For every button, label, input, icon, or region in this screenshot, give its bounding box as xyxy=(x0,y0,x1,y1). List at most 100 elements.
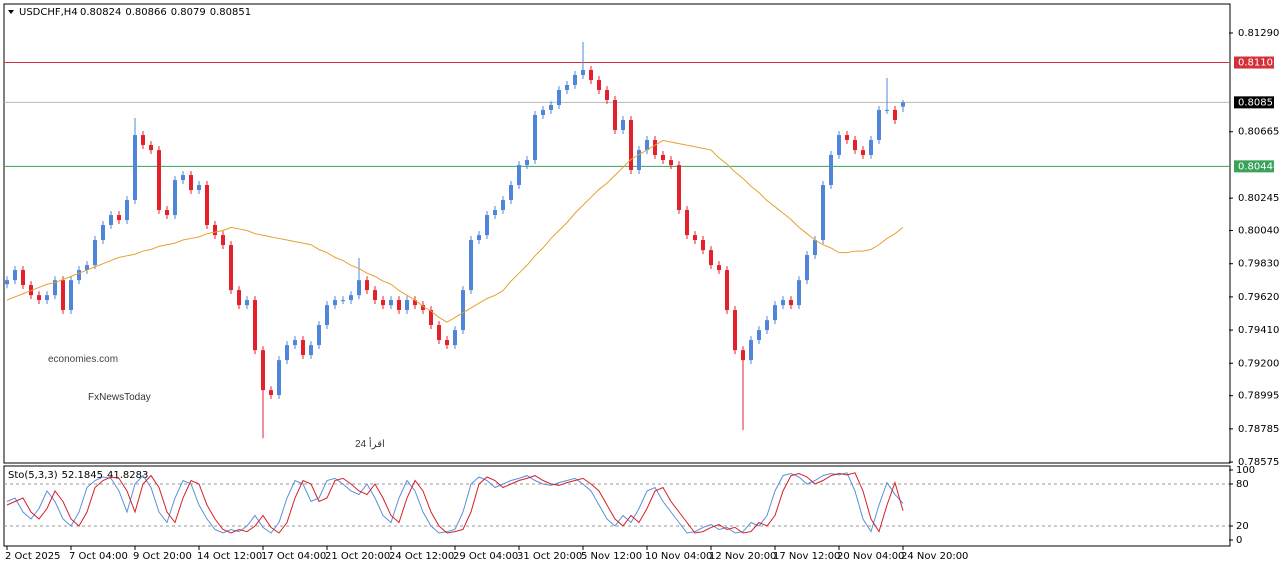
candle-body xyxy=(125,200,129,221)
candle-body xyxy=(317,325,321,346)
candle-body xyxy=(421,305,425,311)
candle-body xyxy=(117,215,121,221)
y-tick-label: 0.80245 xyxy=(1238,193,1279,204)
candle-body xyxy=(213,224,217,236)
watermark-group: economies.com FxNewsToday اقرأ 24 xyxy=(48,354,385,450)
ohlc-value: 0.80866 xyxy=(125,7,166,18)
candle-body xyxy=(829,154,833,186)
candle-body xyxy=(669,160,673,166)
candle-body xyxy=(165,209,169,216)
candle-body xyxy=(693,235,697,241)
ohlc-value: 0.8079 xyxy=(171,7,206,18)
candle-body xyxy=(653,139,657,155)
price-level-label: 0.81103 xyxy=(1238,58,1279,69)
candle-body xyxy=(365,280,369,291)
candle-body xyxy=(397,300,401,311)
price-level-tag xyxy=(1234,96,1274,109)
candle-body xyxy=(525,160,529,166)
oscillator-tick-label: 100 xyxy=(1236,465,1255,476)
candle-body xyxy=(181,175,185,181)
candle-body xyxy=(341,300,345,302)
candle-body xyxy=(629,120,633,170)
candle-body xyxy=(477,235,481,241)
y-tick-label: 0.79620 xyxy=(1238,292,1279,303)
candle-body xyxy=(221,235,225,246)
candle-body xyxy=(613,99,617,131)
candle-body xyxy=(845,135,849,140)
candle-body xyxy=(725,270,729,311)
candle-body xyxy=(189,175,193,191)
candle-body xyxy=(197,185,201,191)
candle-body xyxy=(373,290,377,301)
candle-body xyxy=(573,75,577,85)
candle-body xyxy=(565,84,569,91)
candle-body xyxy=(157,150,161,210)
candle-body xyxy=(837,135,841,155)
y-tick-label: 0.78575 xyxy=(1238,457,1279,468)
candle-body xyxy=(885,109,889,111)
candle-body xyxy=(893,109,897,121)
watermark: FxNewsToday xyxy=(88,392,151,403)
candle-body xyxy=(429,310,433,326)
x-tick-label: 24 Nov 20:00 xyxy=(901,551,968,562)
candle-body xyxy=(813,240,817,256)
y-tick-label: 0.78785 xyxy=(1238,424,1279,435)
candle-body xyxy=(261,350,265,391)
collapse-icon[interactable] xyxy=(8,10,14,14)
candle-body xyxy=(349,295,353,301)
candle-body xyxy=(685,209,689,236)
symbol-title: USDCHF,H4 xyxy=(19,7,78,18)
candle-body xyxy=(589,69,593,81)
candle-body xyxy=(21,270,25,286)
x-tick-label: 17 Oct 04:00 xyxy=(261,551,326,562)
candle-body xyxy=(461,290,465,331)
x-tick-label: 5 Nov 12:00 xyxy=(581,551,642,562)
candle-body xyxy=(309,345,313,356)
candle-body xyxy=(597,80,601,91)
candle-body xyxy=(13,270,17,281)
candle-body xyxy=(493,209,497,216)
price-level-label: 0.80446 xyxy=(1238,161,1279,172)
candle-body xyxy=(61,280,65,311)
candle-body xyxy=(445,340,449,346)
candle-body xyxy=(853,139,857,151)
x-tick-label: 12 Nov 20:00 xyxy=(709,551,776,562)
candle-body xyxy=(269,390,273,396)
x-tick-label: 24 Oct 12:00 xyxy=(389,551,454,562)
oscillator-tick-label: 20 xyxy=(1236,521,1249,532)
oscillator-pane-border xyxy=(3,465,1231,547)
candle-body xyxy=(413,300,417,306)
candle-body xyxy=(869,139,873,155)
candle-body xyxy=(237,290,241,306)
y-tick-label: 0.78995 xyxy=(1238,391,1279,402)
candle-body xyxy=(109,215,113,225)
candle-body xyxy=(821,185,825,241)
candle-body xyxy=(405,300,409,311)
candle-body xyxy=(141,135,145,146)
oscillator-title: Sto(5,3,3) xyxy=(8,470,58,481)
candle-body xyxy=(717,265,721,271)
ohlc-value: 0.80824 xyxy=(80,7,121,18)
candle-body xyxy=(797,280,801,306)
x-tick-label: 10 Nov 04:00 xyxy=(645,551,712,562)
candle-body xyxy=(709,250,713,266)
oscillator-tick-label: 0 xyxy=(1236,535,1242,546)
candle-body xyxy=(253,300,257,351)
candle-body xyxy=(877,109,881,140)
candle-body xyxy=(389,300,393,306)
y-tick-label: 0.79200 xyxy=(1238,358,1279,369)
candle-body xyxy=(381,300,385,306)
candle-body xyxy=(453,330,457,346)
candle-body xyxy=(205,185,209,225)
candle-body xyxy=(501,200,505,210)
price-level-tag xyxy=(1234,160,1274,173)
moving-average-line xyxy=(6,139,904,323)
candle-body xyxy=(517,165,521,186)
oscillator-readout: Sto(5,3,3) 52.1845 41.8283 xyxy=(8,470,148,481)
y-tick-label: 0.80040 xyxy=(1238,226,1279,237)
candle-body xyxy=(789,300,793,306)
candle-body xyxy=(37,295,41,301)
candle-body xyxy=(333,300,337,306)
